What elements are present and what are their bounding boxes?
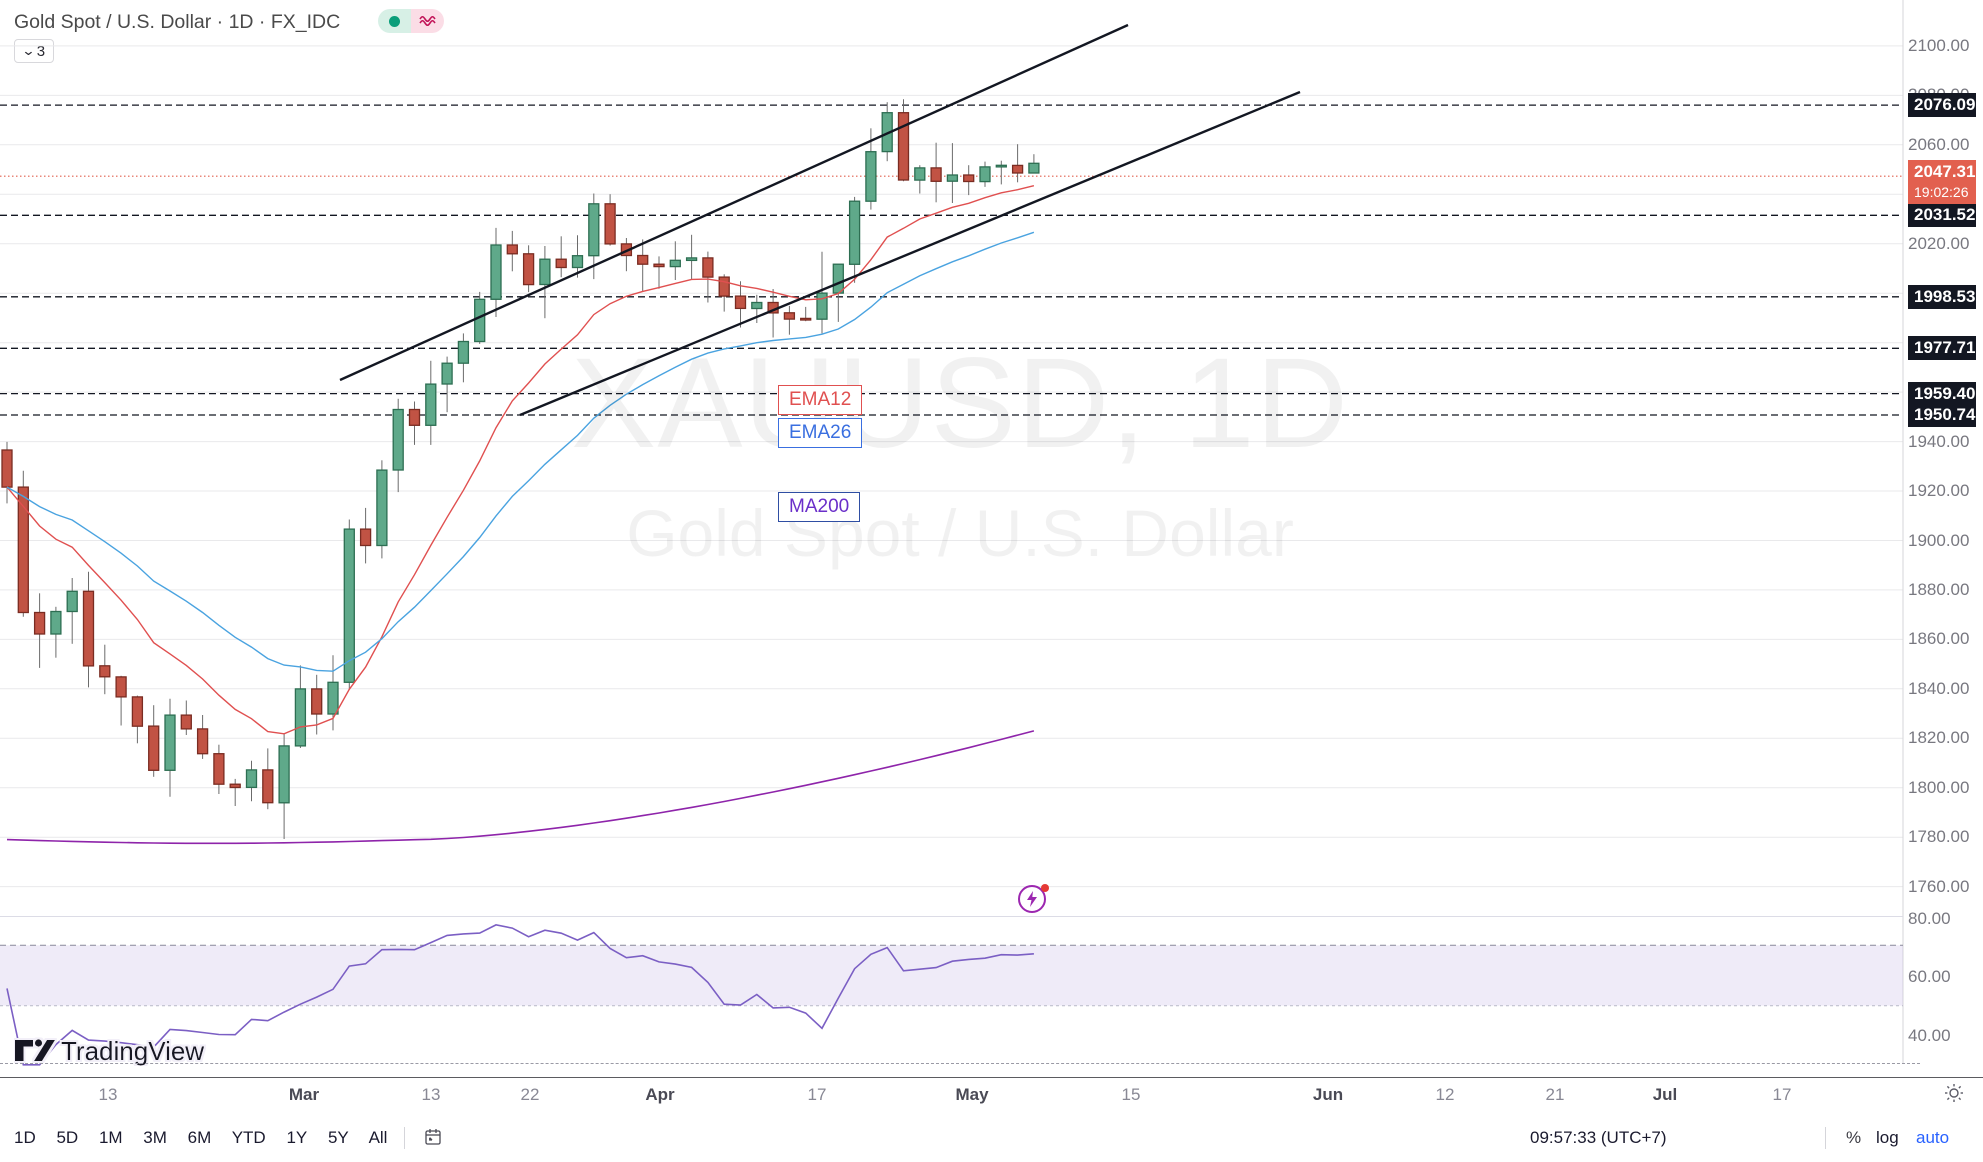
svg-text:TradingView: TradingView [61,1036,204,1066]
